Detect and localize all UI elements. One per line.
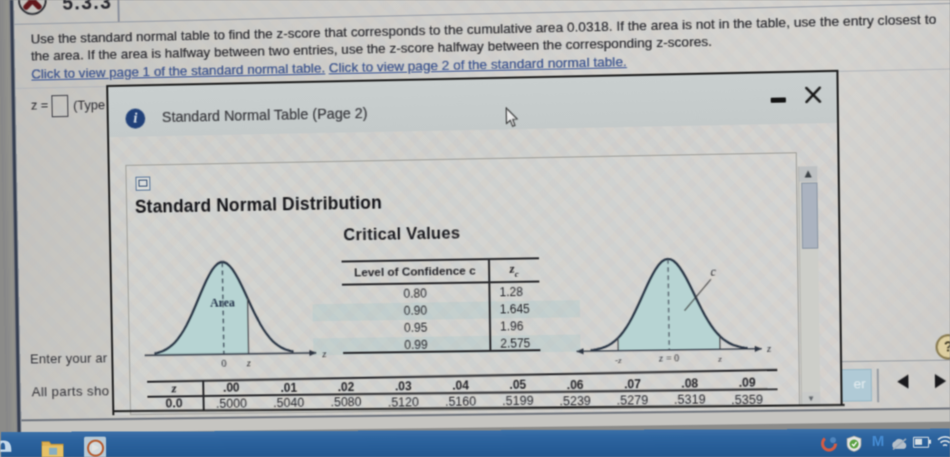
- svg-text:z: z: [766, 344, 771, 355]
- svg-text:= 0: = 0: [666, 354, 679, 365]
- svg-text:0: 0: [221, 358, 226, 369]
- svg-text:c: c: [710, 264, 716, 278]
- svg-text:z: z: [321, 349, 326, 360]
- svg-text:z: z: [717, 354, 722, 364]
- svg-text:z: z: [246, 358, 251, 369]
- svg-text:z: z: [658, 354, 663, 365]
- svg-text:Area: Area: [210, 295, 235, 310]
- svg-text:-z: -z: [615, 355, 622, 365]
